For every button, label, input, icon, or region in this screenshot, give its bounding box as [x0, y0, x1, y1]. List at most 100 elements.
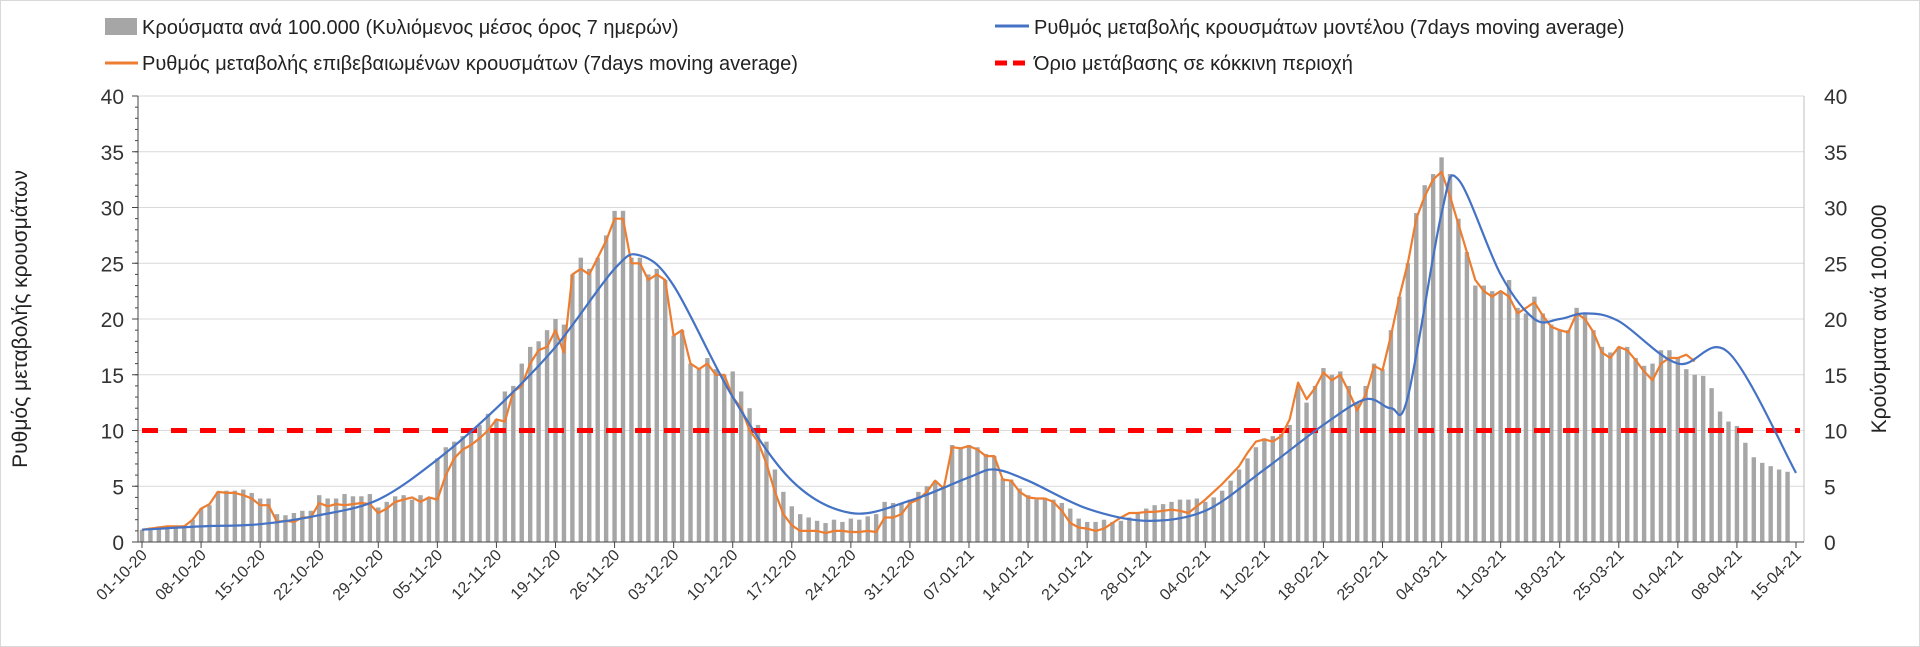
bar: [1709, 388, 1714, 542]
bar: [1726, 421, 1731, 542]
bar: [890, 502, 896, 542]
bar: [1599, 346, 1605, 542]
bar: [1160, 504, 1166, 542]
y-axis-title-right: Κρούσματα ανά 100.000: [1868, 205, 1891, 434]
bar: [1025, 495, 1031, 542]
bar: [722, 374, 727, 542]
x-tick-label: 11-02-21: [1217, 547, 1274, 604]
bar: [266, 498, 271, 542]
bar: [1371, 363, 1377, 542]
bar: [603, 235, 609, 542]
bar: [1127, 517, 1132, 542]
y-tick-label-right: 10: [1824, 421, 1847, 444]
x-tick-label: 26-11-20: [567, 547, 624, 604]
x-tick-label: 28-01-21: [1098, 547, 1155, 604]
bar: [173, 526, 178, 542]
bar: [1304, 402, 1309, 542]
bar: [1152, 505, 1157, 542]
legend-label-confirmed: Ρυθμός μεταβολής επιβεβαιωμένων κρουσμάτ…: [142, 53, 798, 75]
x-tick-label: 01-10-20: [94, 547, 151, 604]
bar: [1270, 436, 1275, 542]
bar: [949, 444, 955, 542]
bar: [798, 514, 803, 542]
bar: [1236, 469, 1242, 542]
legend-label-bars: Κρούσματα ανά 100.000 (Κυλιόμενος μέσος …: [142, 17, 679, 39]
bar: [1338, 371, 1343, 542]
x-tick-label: 25-02-21: [1334, 547, 1391, 604]
bar: [671, 335, 676, 542]
bar: [1017, 488, 1022, 542]
bar: [1042, 498, 1048, 542]
bar: [409, 499, 415, 542]
bar: [1785, 471, 1790, 542]
bar: [806, 517, 811, 542]
bar: [1000, 478, 1005, 542]
x-tick-label: 24-12-20: [802, 547, 859, 604]
bar: [882, 501, 887, 542]
bar: [781, 491, 786, 542]
bar: [392, 496, 398, 542]
bar: [468, 430, 474, 542]
bar: [494, 419, 499, 542]
bar: [730, 371, 735, 542]
bar: [283, 515, 288, 542]
bar: [1135, 513, 1140, 542]
y-tick-label-right: 40: [1824, 86, 1847, 109]
bar: [224, 490, 229, 542]
bar: [688, 363, 693, 542]
line-series: [141, 170, 1797, 535]
bar: [1717, 411, 1723, 542]
bar: [1388, 330, 1394, 542]
bar: [1473, 285, 1478, 542]
x-tick-label: 29-10-20: [330, 547, 387, 604]
bar: [587, 268, 592, 542]
bar: [1565, 330, 1571, 542]
bar: [342, 494, 347, 542]
bar: [1076, 518, 1081, 542]
bar: [190, 519, 195, 542]
bar: [1650, 363, 1655, 542]
bar: [663, 279, 668, 542]
bar: [241, 489, 246, 542]
bar: [1321, 368, 1326, 542]
bar: [1397, 296, 1402, 542]
x-tick-label: 17-12-20: [743, 547, 800, 604]
bar: [1177, 499, 1183, 542]
bar: [1312, 385, 1318, 542]
bar: [1506, 279, 1512, 542]
bar: [452, 441, 457, 542]
bar: [1228, 480, 1233, 542]
bar: [333, 498, 339, 542]
bar: [696, 369, 702, 542]
model-rate-line: [141, 174, 1797, 531]
bar: [1068, 508, 1073, 542]
bar: [1675, 358, 1681, 542]
bar: [1760, 462, 1765, 542]
bar: [1692, 374, 1697, 542]
bar: [1051, 499, 1056, 542]
bar: [1684, 369, 1689, 542]
bar: [274, 514, 280, 542]
bar: [1219, 490, 1225, 542]
bar: [1346, 385, 1351, 542]
bar: [384, 501, 389, 542]
y-tick-label-left: 10: [101, 421, 124, 444]
confirmed-rate-line: [141, 170, 1696, 535]
x-tick-label: 08-10-20: [153, 547, 210, 604]
bar: [1439, 157, 1444, 542]
bar: [291, 513, 297, 542]
bar: [578, 257, 584, 542]
bar: [1203, 501, 1208, 542]
y-tick-label-right: 30: [1824, 198, 1847, 221]
bar: [1549, 324, 1554, 542]
bar: [848, 518, 854, 542]
y-tick-label-right: 0: [1824, 532, 1836, 555]
bar: [1110, 521, 1115, 542]
bar: [1118, 520, 1124, 542]
bar: [1084, 521, 1090, 542]
bar: [1430, 174, 1436, 543]
bar: [713, 369, 719, 542]
bar: [941, 488, 946, 542]
bar: [418, 495, 423, 542]
